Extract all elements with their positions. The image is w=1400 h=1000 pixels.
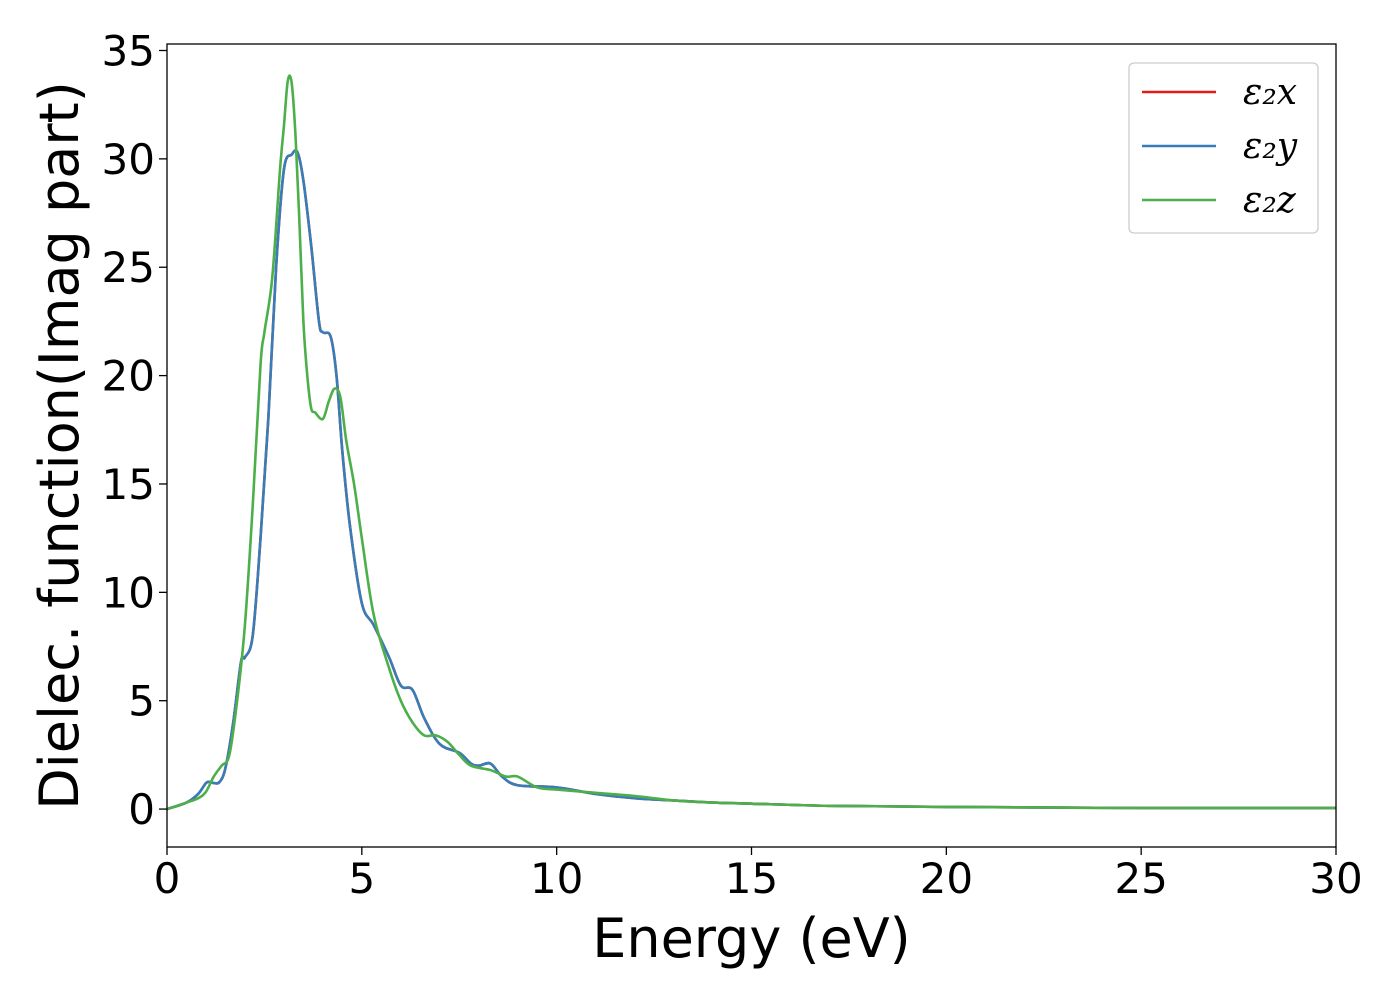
y-tick-label: 10	[102, 568, 155, 617]
legend-box	[1128, 62, 1319, 234]
y-tick-label: 30	[102, 135, 155, 184]
legend-label: ε₂x	[1243, 72, 1297, 113]
y-tick-label: 25	[102, 243, 155, 292]
legend: ε₂x ε₂y ε₂z	[1128, 62, 1319, 234]
x-axis: 0 5 10 15 20 25 30	[154, 847, 1363, 903]
y-tick-label: 20	[102, 352, 155, 401]
x-tick-label: 20	[920, 854, 973, 903]
y-tick-label: 0	[128, 785, 155, 834]
legend-item-e2z: ε₂z	[1142, 180, 1297, 221]
legend-label: ε₂y	[1243, 126, 1298, 167]
x-tick-label: 0	[154, 854, 181, 903]
x-tick-label: 15	[725, 854, 778, 903]
y-axis-title: Dielec. function(Imag part)	[28, 81, 91, 810]
legend-item-e2y: ε₂y	[1142, 126, 1298, 167]
series-e2z-line	[167, 74, 1336, 811]
x-tick-label: 10	[530, 854, 583, 903]
y-tick-label: 15	[102, 460, 155, 509]
series-layer	[167, 74, 1336, 811]
x-tick-label: 25	[1114, 854, 1167, 903]
legend-label: ε₂z	[1243, 180, 1297, 221]
x-axis-title: Energy (eV)	[592, 907, 911, 970]
y-tick-label: 35	[102, 27, 155, 76]
x-tick-label: 5	[348, 854, 375, 903]
y-axis: 0 5 10 15 20 25 30 35	[102, 27, 167, 834]
legend-item-e2x: ε₂x	[1142, 72, 1297, 113]
y-tick-label: 5	[128, 677, 155, 726]
x-tick-label: 30	[1309, 854, 1362, 903]
